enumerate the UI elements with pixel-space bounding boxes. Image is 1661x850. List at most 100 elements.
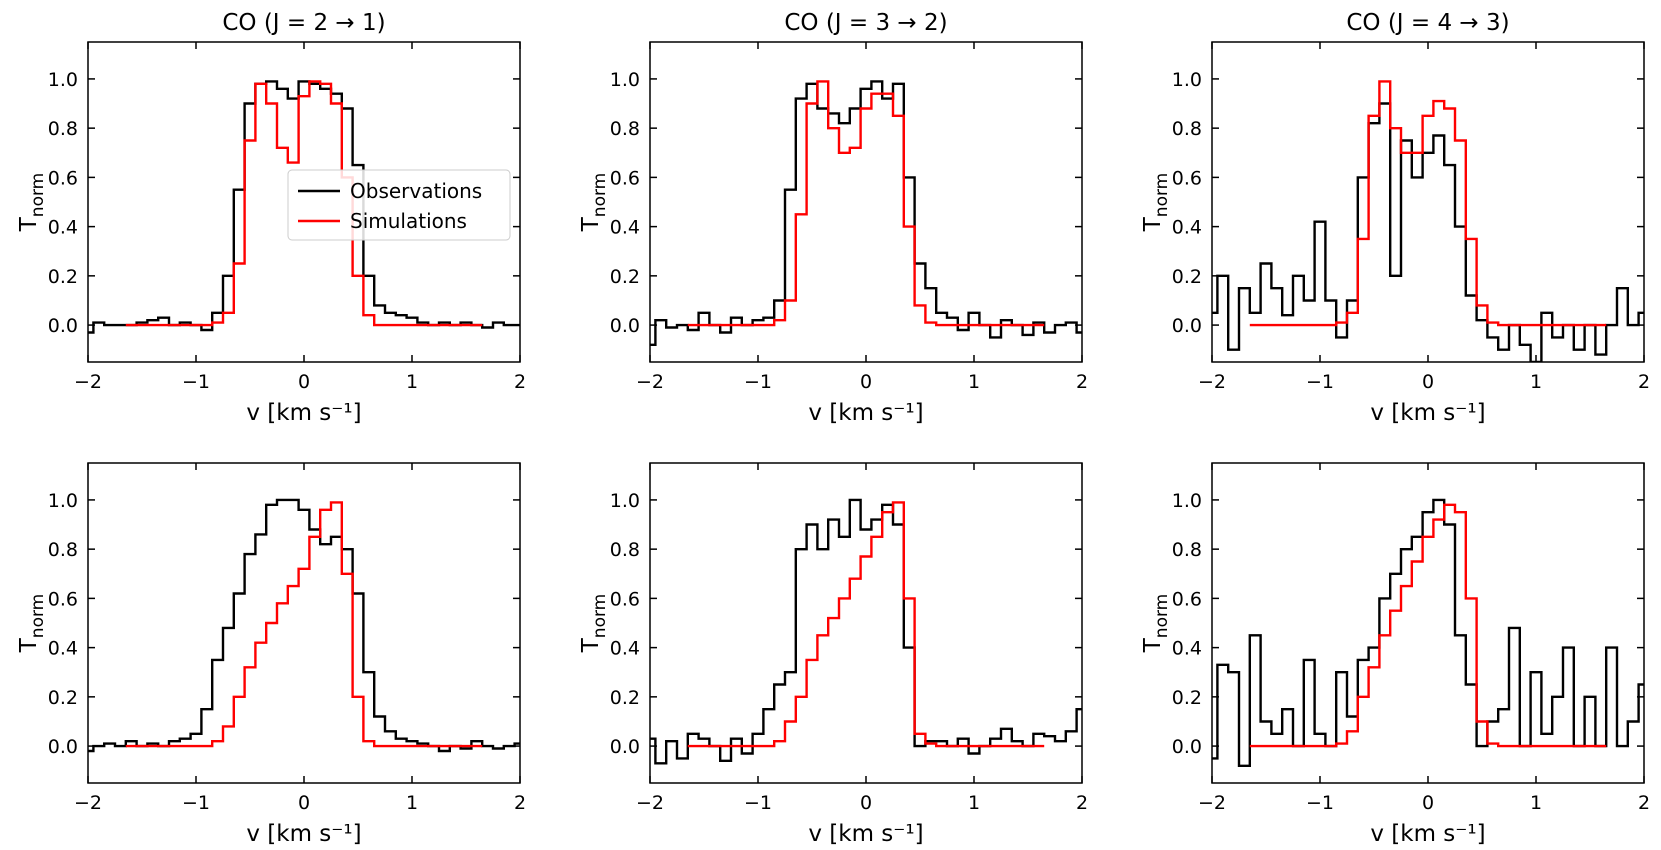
x-tick-label: 1 bbox=[406, 792, 418, 814]
y-tick-label: 0.6 bbox=[1172, 167, 1202, 189]
legend-observations-label: Observations bbox=[350, 179, 482, 203]
y-tick-label: 0.0 bbox=[48, 736, 78, 758]
y-tick-label: 0.6 bbox=[1172, 588, 1202, 610]
panel-4: −2 −1 0 1 2 0.0 0.2 0.4 0.6 0.8 1.0 v [km s⁻¹] Tnorm bbox=[16, 462, 526, 847]
y-tick-label: 0.6 bbox=[610, 167, 640, 189]
x-tick-label: 2 bbox=[514, 371, 526, 393]
y-axis-label: Tnorm bbox=[578, 594, 610, 654]
y-axis-label-main: T bbox=[1140, 637, 1166, 653]
x-tick-label: 0 bbox=[860, 792, 872, 814]
x-tick-label: −1 bbox=[744, 371, 772, 393]
x-tick-label: 0 bbox=[1422, 792, 1434, 814]
panel-5: −2 −1 0 1 2 0.0 0.2 0.4 0.6 0.8 1.0 v [km s⁻¹] Tnorm bbox=[578, 462, 1088, 847]
y-tick-label: 0.2 bbox=[48, 266, 78, 288]
y-tick-label: 0.4 bbox=[610, 217, 640, 239]
series-observations-line bbox=[1212, 102, 1644, 362]
x-axis-label: v [km s⁻¹] bbox=[808, 400, 923, 426]
series-simulations-line bbox=[687, 80, 1045, 327]
x-tick-label: 0 bbox=[860, 371, 872, 393]
x-axis-label: v [km s⁻¹] bbox=[1370, 821, 1485, 847]
y-axis-label-sub: norm bbox=[28, 173, 48, 217]
x-tick-label: −1 bbox=[1306, 792, 1334, 814]
y-tick-label: 0.0 bbox=[610, 315, 640, 337]
y-tick-label: 1.0 bbox=[48, 69, 78, 91]
y-tick-label: 1.0 bbox=[1172, 69, 1202, 91]
x-tick-label: 1 bbox=[968, 792, 980, 814]
y-tick-label: 0.8 bbox=[48, 539, 78, 561]
y-tick-label: 0.4 bbox=[1172, 638, 1202, 660]
y-axis-label-sub: norm bbox=[1152, 173, 1172, 217]
series-simulations-line bbox=[125, 80, 483, 327]
x-axis-label: v [km s⁻¹] bbox=[246, 400, 361, 426]
y-tick-label: 0.0 bbox=[1172, 736, 1202, 758]
x-axis-label: v [km s⁻¹] bbox=[1370, 400, 1485, 426]
series-observations-line bbox=[650, 498, 1082, 765]
x-tick-label: −2 bbox=[74, 371, 102, 393]
panel-2: −2 −1 0 1 2 0.0 0.2 0.4 0.6 0.8 1.0 v [km s⁻¹] Tnorm… bbox=[578, 10, 1088, 426]
y-tick-label: 0.6 bbox=[48, 588, 78, 610]
y-axis-label-sub: norm bbox=[1152, 594, 1172, 638]
y-axis-label: Tnorm bbox=[1140, 173, 1172, 233]
plot-frame bbox=[649, 462, 1083, 784]
series-simulations-line bbox=[1249, 503, 1607, 748]
series-simulations-line bbox=[1249, 80, 1607, 327]
series-observations-line bbox=[88, 498, 520, 753]
y-axis-label: Tnorm bbox=[16, 173, 48, 233]
y-axis-label-main: T bbox=[1140, 216, 1166, 232]
y-tick-label: 0.6 bbox=[48, 167, 78, 189]
y-tick-label: 0.6 bbox=[610, 588, 640, 610]
y-tick-label: 0.2 bbox=[610, 687, 640, 709]
x-tick-label: −2 bbox=[74, 792, 102, 814]
y-tick-label: 1.0 bbox=[610, 490, 640, 512]
x-axis-label: v [km s⁻¹] bbox=[808, 821, 923, 847]
y-axis-label-main: T bbox=[16, 216, 42, 232]
y-tick-label: 0.0 bbox=[610, 736, 640, 758]
y-tick-label: 0.8 bbox=[1172, 539, 1202, 561]
y-axis-label-sub: norm bbox=[590, 594, 610, 638]
panel-6: −2 −1 0 1 2 0.0 0.2 0.4 0.6 0.8 1.0 v [km s⁻¹] Tnorm bbox=[1140, 462, 1650, 847]
x-tick-label: 1 bbox=[1530, 792, 1542, 814]
y-tick-label: 0.4 bbox=[610, 638, 640, 660]
x-tick-label: 1 bbox=[1530, 371, 1542, 393]
y-tick-label: 0.8 bbox=[48, 118, 78, 140]
panel-title: CO (J = 3 → 2) bbox=[784, 10, 947, 36]
x-tick-label: −1 bbox=[182, 371, 210, 393]
x-axis-label: v [km s⁻¹] bbox=[246, 821, 361, 847]
y-axis-label-main: T bbox=[16, 637, 42, 653]
y-tick-label: 1.0 bbox=[48, 490, 78, 512]
y-axis-label-main: T bbox=[578, 216, 604, 232]
x-tick-label: −2 bbox=[1198, 371, 1226, 393]
series-observations-line bbox=[1212, 498, 1644, 767]
x-tick-label: −1 bbox=[182, 792, 210, 814]
x-tick-label: 0 bbox=[1422, 371, 1434, 393]
y-tick-label: 0.2 bbox=[610, 266, 640, 288]
y-tick-label: 1.0 bbox=[610, 69, 640, 91]
series-simulations-line bbox=[125, 501, 483, 748]
y-tick-label: 0.8 bbox=[610, 118, 640, 140]
y-tick-label: 0.8 bbox=[1172, 118, 1202, 140]
x-tick-label: −1 bbox=[1306, 371, 1334, 393]
x-tick-label: 2 bbox=[1638, 371, 1650, 393]
x-tick-label: −2 bbox=[1198, 792, 1226, 814]
x-tick-label: −2 bbox=[636, 371, 664, 393]
series-observations-line bbox=[650, 80, 1082, 346]
y-tick-label: 0.4 bbox=[48, 217, 78, 239]
x-tick-label: 2 bbox=[1638, 792, 1650, 814]
y-tick-label: 0.4 bbox=[1172, 217, 1202, 239]
panel-3: −2 −1 0 1 2 0.0 0.2 0.4 0.6 0.8 1.0 v [km s⁻¹] Tnorm… bbox=[1140, 10, 1650, 426]
y-tick-label: 0.0 bbox=[48, 315, 78, 337]
x-tick-label: 0 bbox=[298, 371, 310, 393]
legend-simulations-label: Simulations bbox=[350, 209, 467, 233]
x-tick-label: 2 bbox=[1076, 371, 1088, 393]
x-tick-label: −1 bbox=[744, 792, 772, 814]
y-axis-label: Tnorm bbox=[16, 594, 48, 654]
panel-title: CO (J = 2 → 1) bbox=[222, 10, 385, 36]
y-axis-label-main: T bbox=[578, 637, 604, 653]
y-tick-label: 0.0 bbox=[1172, 315, 1202, 337]
x-tick-label: −2 bbox=[636, 792, 664, 814]
y-axis-label-sub: norm bbox=[28, 594, 48, 638]
y-tick-label: 0.2 bbox=[1172, 687, 1202, 709]
panel-1: −2 −1 0 1 2 0.0 0.2 0.4 0.6 0.8 1.0 v [km s⁻¹] Tnorm… bbox=[16, 10, 526, 426]
x-tick-label: 2 bbox=[514, 792, 526, 814]
